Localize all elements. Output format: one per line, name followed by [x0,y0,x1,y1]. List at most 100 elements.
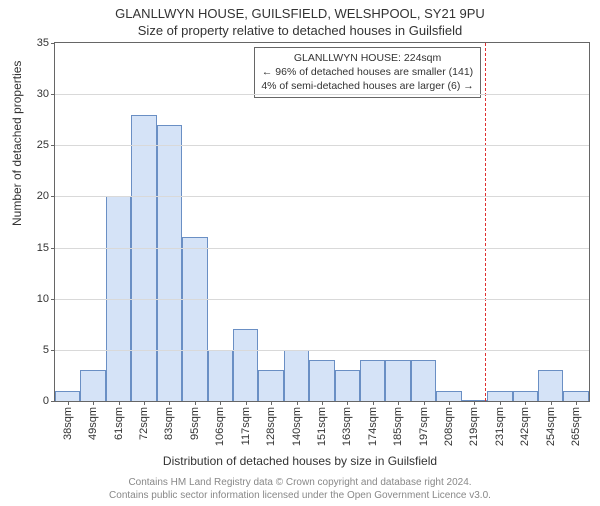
histogram-chart: 38sqm49sqm61sqm72sqm83sqm95sqm106sqm117s… [54,42,590,402]
bar-slot: 95sqm [182,43,207,401]
xtick-label: 254sqm [545,407,557,446]
bar [208,350,233,401]
x-axis-label: Distribution of detached houses by size … [0,454,600,468]
ytick-mark [51,94,55,95]
bar-slot: 265sqm [563,43,588,401]
bar [131,115,156,401]
xtick-label: 83sqm [163,407,175,440]
xtick-label: 208sqm [443,407,455,446]
bar [80,370,105,401]
bar [258,370,283,401]
ytick-label: 15 [37,242,49,254]
bar [335,370,360,401]
xtick-mark [169,401,170,405]
xtick-mark [297,401,298,405]
xtick-label: 128sqm [265,407,277,446]
xtick-mark [576,401,577,405]
xtick-mark [93,401,94,405]
xtick-label: 72sqm [138,407,150,440]
ytick-mark [51,43,55,44]
ytick-mark [51,196,55,197]
bar [411,360,436,401]
bar-slot: 72sqm [131,43,156,401]
xtick-label: 151sqm [316,407,328,446]
plot-area: 38sqm49sqm61sqm72sqm83sqm95sqm106sqm117s… [54,42,590,402]
bar [436,391,461,401]
xtick-mark [373,401,374,405]
bar [513,391,538,401]
xtick-mark [144,401,145,405]
bar [284,350,309,401]
xtick-mark [424,401,425,405]
xtick-mark [474,401,475,405]
bar-slot: 61sqm [106,43,131,401]
xtick-mark [347,401,348,405]
bar-slot: 83sqm [157,43,182,401]
xtick-mark [220,401,221,405]
xtick-mark [119,401,120,405]
ytick-mark [51,401,55,402]
xtick-label: 38sqm [62,407,74,440]
bar [309,360,334,401]
bar [538,370,563,401]
bar [487,391,512,401]
reference-line [485,43,486,401]
xtick-mark [500,401,501,405]
xtick-label: 197sqm [418,407,430,446]
annotation-line2: ← 96% of detached houses are smaller (14… [261,65,473,79]
ytick-label: 5 [43,344,49,356]
xtick-label: 106sqm [214,407,226,446]
bar-slot: 242sqm [513,43,538,401]
xtick-mark [551,401,552,405]
xtick-mark [322,401,323,405]
bar [55,391,80,401]
xtick-label: 163sqm [341,407,353,446]
xtick-mark [525,401,526,405]
footer: Contains HM Land Registry data © Crown c… [0,476,600,502]
bar [385,360,410,401]
xtick-label: 95sqm [189,407,201,440]
bar-slot: 231sqm [487,43,512,401]
xtick-label: 265sqm [570,407,582,446]
gridline [55,196,589,197]
ytick-label: 10 [37,293,49,305]
ytick-label: 25 [37,139,49,151]
xtick-label: 61sqm [113,407,125,440]
annotation-line3: 4% of semi-detached houses are larger (6… [261,79,473,93]
bar-slot: 38sqm [55,43,80,401]
gridline [55,248,589,249]
annotation-line1: GLANLLWYN HOUSE: 224sqm [261,51,473,65]
xtick-mark [398,401,399,405]
bar-slot: 254sqm [538,43,563,401]
xtick-mark [195,401,196,405]
bar [157,125,182,401]
xtick-mark [246,401,247,405]
footer-line1: Contains HM Land Registry data © Crown c… [0,476,600,489]
xtick-label: 185sqm [392,407,404,446]
bar [563,391,588,401]
y-axis-label: Number of detached properties [10,61,24,226]
ytick-label: 35 [37,37,49,49]
ytick-mark [51,145,55,146]
xtick-label: 219sqm [468,407,480,446]
ytick-mark [51,248,55,249]
bar [233,329,258,401]
xtick-label: 231sqm [494,407,506,446]
xtick-mark [271,401,272,405]
xtick-mark [68,401,69,405]
gridline [55,350,589,351]
xtick-label: 174sqm [367,407,379,446]
xtick-label: 117sqm [240,407,252,445]
xtick-label: 140sqm [291,407,303,446]
xtick-mark [449,401,450,405]
xtick-label: 242sqm [519,407,531,446]
ytick-label: 20 [37,190,49,202]
gridline [55,94,589,95]
title-line2: Size of property relative to detached ho… [0,23,600,38]
footer-line2: Contains public sector information licen… [0,489,600,502]
ytick-mark [51,350,55,351]
annotation-box: GLANLLWYN HOUSE: 224sqm ← 96% of detache… [254,47,480,98]
ytick-label: 30 [37,88,49,100]
bar [360,360,385,401]
gridline [55,299,589,300]
